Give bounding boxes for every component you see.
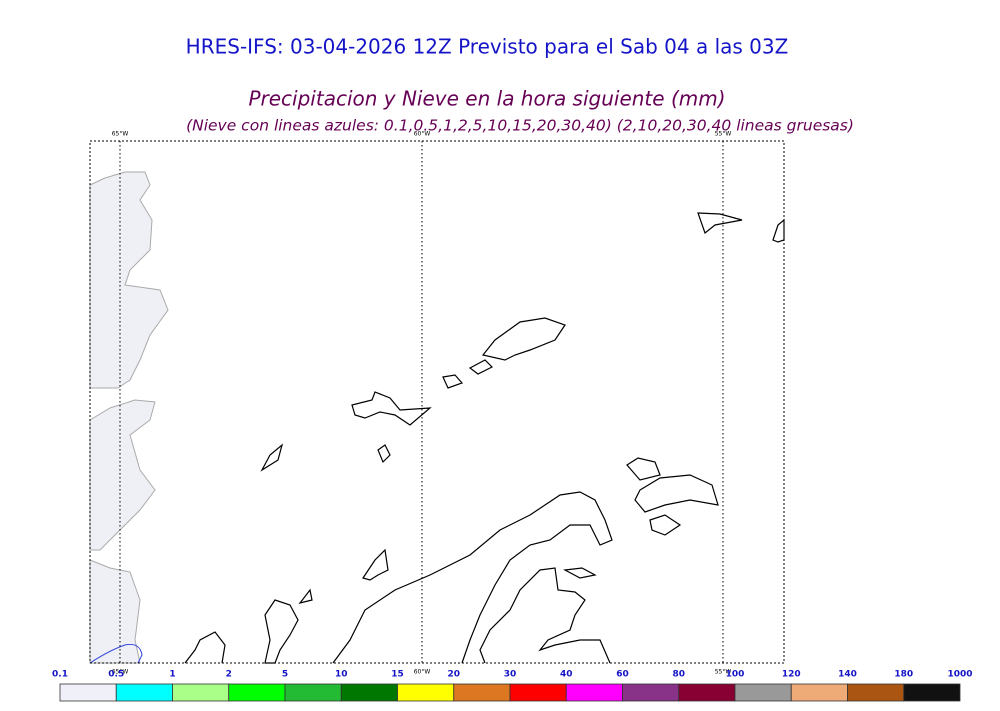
legend-label: 30 [504, 670, 517, 680]
color-swatch [734, 683, 792, 702]
legend-label: 5 [282, 670, 288, 680]
meridian-label: 55°W [715, 669, 732, 676]
coastline [697, 212, 785, 243]
legend-label: 1000 [947, 670, 972, 680]
color-swatch [397, 683, 455, 702]
land-shading [89, 171, 169, 664]
legend-label: 140 [838, 670, 857, 680]
color-swatch [903, 683, 961, 702]
title: HRES-IFS: 03-04-2026 12Z Previsto para e… [186, 35, 789, 59]
color-swatch [115, 683, 173, 702]
coastline [442, 317, 566, 389]
legend-label: 40 [560, 670, 573, 680]
legend-label: 80 [672, 670, 685, 680]
color-swatch [453, 683, 511, 702]
legend-label: 15 [391, 670, 404, 680]
color-swatch [228, 683, 286, 702]
meridian-label: 60°W [414, 131, 431, 138]
subtitle: Precipitacion y Nieve en la hora siguien… [248, 87, 725, 111]
meridian-label: 65°W [112, 669, 129, 676]
coastline [260, 391, 432, 472]
meridian-label: 65°W [112, 131, 129, 138]
coastline [479, 567, 611, 664]
note: (Nieve con lineas azules: 0.1,0.5,1,2,5,… [186, 117, 854, 135]
color-swatch [340, 683, 398, 702]
legend-label: 60 [616, 670, 629, 680]
legend-label: 0.1 [52, 670, 68, 680]
meridian-label: 60°W [414, 669, 431, 676]
color-swatch [622, 683, 680, 702]
color-swatch [790, 683, 848, 702]
legend-label: 0.5 [108, 670, 124, 680]
color-swatch [59, 683, 117, 702]
meridian-label: 55°W [715, 131, 732, 138]
coastline [332, 491, 613, 664]
coastline [626, 457, 719, 536]
color-swatch [678, 683, 736, 702]
color-swatch [172, 683, 230, 702]
color-swatch [284, 683, 342, 702]
map-frame [89, 140, 785, 664]
color-swatch [847, 683, 905, 702]
coastline [184, 548, 597, 664]
legend-label: 120 [782, 670, 801, 680]
legend-label: 10 [335, 670, 348, 680]
legend-label: 180 [894, 670, 913, 680]
color-swatch [509, 683, 567, 702]
legend-label: 2 [226, 670, 232, 680]
map-area [89, 140, 785, 664]
color-swatch [565, 683, 623, 702]
legend-label: 1 [169, 670, 175, 680]
legend-label: 100 [726, 670, 745, 680]
snow-contour [89, 644, 143, 664]
legend-label: 20 [447, 670, 460, 680]
